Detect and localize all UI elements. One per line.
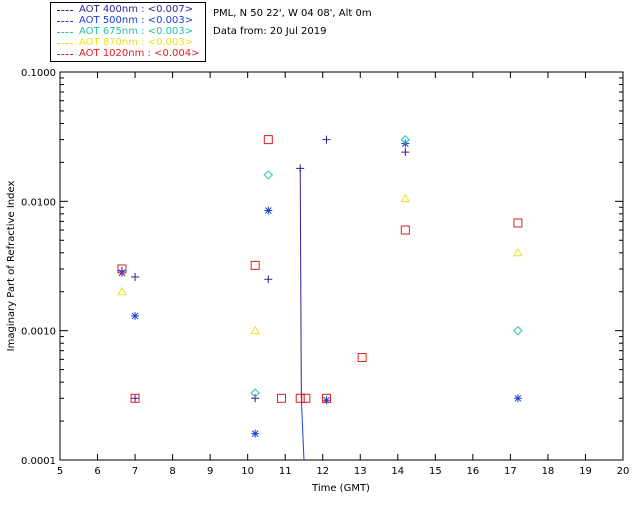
x-tick-label: 7	[132, 466, 138, 477]
legend-label-1020nm: AOT 1020nm : <0.004>	[79, 48, 200, 59]
point-675nm	[263, 170, 274, 180]
point-1020nm	[357, 353, 367, 363]
point-500nm	[251, 429, 260, 438]
legend-line-400nm	[57, 10, 73, 11]
legend-item-400nm: AOT 400nm : <0.007>	[51, 4, 205, 16]
x-tick-label: 14	[391, 466, 404, 477]
point-1020nm	[263, 135, 273, 145]
x-tick-label: 9	[207, 466, 213, 477]
point-400nm	[264, 275, 273, 284]
point-400nm	[131, 272, 140, 281]
point-1020nm	[276, 393, 286, 403]
point-400nm	[401, 148, 410, 157]
x-tick-label: 17	[504, 466, 517, 477]
y-tick-label: 0.0001	[21, 456, 56, 467]
legend-line-870nm	[57, 43, 73, 44]
point-500nm	[131, 311, 140, 320]
legend: AOT 400nm : <0.007> AOT 500nm : <0.003> …	[50, 2, 206, 62]
legend-label-870nm: AOT 870nm : <0.003>	[79, 37, 194, 48]
point-870nm	[513, 247, 523, 257]
x-tick-label: 16	[466, 466, 479, 477]
point-400nm	[251, 394, 260, 403]
x-tick-label: 11	[279, 466, 292, 477]
point-1020nm	[250, 260, 260, 270]
point-500nm	[513, 394, 522, 403]
legend-item-500nm: AOT 500nm : <0.003>	[51, 15, 205, 27]
point-400nm	[131, 394, 140, 403]
point-675nm	[400, 134, 411, 145]
x-tick-label: 19	[579, 466, 592, 477]
axes: 5 6 7 8 9 10 11 12 13 14 15 16 17 18 19 20 0.0001 0.0010 0…	[21, 68, 629, 477]
x-tick-label: 5	[57, 466, 63, 477]
legend-item-675nm: AOT 675nm : <0.003>	[51, 26, 205, 38]
y-tick-label: 0.1000	[21, 68, 56, 79]
data-marks	[117, 134, 523, 461]
x-tick-label: 10	[241, 466, 254, 477]
legend-item-1020nm: AOT 1020nm : <0.004>	[51, 48, 205, 60]
legend-item-870nm: AOT 870nm : <0.003>	[51, 37, 205, 49]
legend-label-400nm: AOT 400nm : <0.007>	[79, 4, 194, 15]
point-1020nm	[117, 264, 127, 274]
x-tick-label: 8	[169, 466, 175, 477]
trend-line	[300, 398, 305, 461]
plot-frame	[59, 71, 624, 461]
point-400nm	[322, 135, 331, 144]
x-tick-label: 20	[617, 466, 630, 477]
point-1020nm	[301, 393, 311, 403]
point-500nm	[264, 206, 273, 215]
point-500nm	[322, 396, 331, 405]
point-400nm	[296, 164, 305, 173]
x-tick-label: 13	[354, 466, 367, 477]
legend-line-1020nm	[57, 54, 73, 55]
y-axis-label: Imaginary Part of Refractive Index	[6, 181, 17, 352]
point-1020nm	[130, 393, 140, 403]
trend-line	[299, 168, 302, 399]
y-tick-label: 0.0010	[21, 327, 56, 338]
site-info: PML, N 50 22', W 04 08', Alt 0m	[213, 8, 372, 19]
legend-line-500nm	[57, 21, 73, 22]
date-info: Data from: 20 Jul 2019	[213, 26, 327, 37]
point-870nm	[400, 193, 411, 203]
x-tick-label: 12	[316, 466, 329, 477]
x-tick-label: 15	[429, 466, 442, 477]
x-axis-label: Time (GMT)	[311, 483, 370, 494]
point-675nm	[513, 325, 523, 336]
legend-line-675nm	[57, 32, 73, 33]
y-tick-label: 0.0100	[21, 197, 56, 208]
point-1020nm	[321, 393, 331, 403]
point-870nm	[250, 325, 261, 335]
point-1020nm	[295, 393, 305, 403]
point-675nm	[250, 388, 260, 398]
x-tick-label: 6	[94, 466, 100, 477]
x-tick-label: 18	[542, 466, 555, 477]
legend-label-500nm: AOT 500nm : <0.003>	[79, 15, 194, 26]
legend-label-675nm: AOT 675nm : <0.003>	[79, 26, 194, 37]
point-1020nm	[400, 225, 410, 235]
point-870nm	[117, 286, 127, 296]
point-1020nm	[513, 218, 523, 228]
